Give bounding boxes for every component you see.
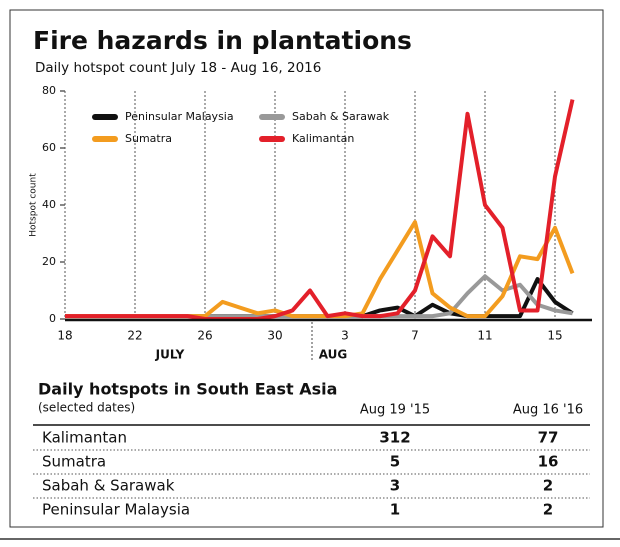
chart-subtitle: Daily hotspot count July 18 - Aug 16, 20… [35, 60, 321, 76]
y-tick-label: 0 [49, 312, 56, 325]
y-tick-label: 60 [42, 141, 56, 154]
cell-value: 2 [543, 477, 553, 495]
x-tick-label: 11 [477, 329, 492, 343]
table-title: Daily hotspots in South East Asia [38, 380, 337, 399]
frame [9, 9, 604, 528]
month-label: JULY [155, 348, 185, 362]
row-label: Sumatra [42, 453, 106, 471]
y-tick-label: 80 [42, 84, 56, 97]
y-axis-label: Hotspot count [29, 173, 39, 237]
series-line [65, 274, 573, 319]
legend-label: Kalimantan [292, 132, 354, 145]
legend-label: Sumatra [125, 132, 172, 145]
cell-value: 1 [390, 501, 400, 519]
cell-value: 312 [379, 429, 410, 447]
y-tick-label: 40 [42, 198, 56, 211]
x-tick-label: 3 [341, 329, 349, 343]
legend-label: Sabah & Sarawak [292, 110, 390, 123]
column-header: Aug 16 '16 [513, 403, 583, 418]
cell-value: 16 [538, 453, 559, 471]
x-tick-label: 30 [267, 329, 282, 343]
chart-title: Fire hazards in plantations [33, 26, 412, 55]
cell-value: 5 [390, 453, 400, 471]
y-tick-label: 20 [42, 255, 56, 268]
series-line [65, 99, 575, 321]
x-tick-label: 15 [547, 329, 562, 343]
row-label: Sabah & Sarawak [42, 477, 175, 495]
legend-label: Peninsular Malaysia [125, 110, 234, 123]
row-label: Peninsular Malaysia [42, 501, 190, 519]
cell-value: 2 [543, 501, 553, 519]
cell-value: 77 [538, 429, 559, 447]
table-subtitle: (selected dates) [38, 401, 135, 415]
month-label: AUG [319, 348, 348, 362]
x-tick-label: 7 [411, 329, 419, 343]
x-tick-label: 22 [127, 329, 142, 343]
row-label: Kalimantan [42, 429, 127, 447]
column-header: Aug 19 '15 [360, 403, 430, 418]
x-tick-label: 18 [57, 329, 72, 343]
x-tick-label: 26 [197, 329, 212, 343]
cell-value: 3 [390, 477, 400, 495]
